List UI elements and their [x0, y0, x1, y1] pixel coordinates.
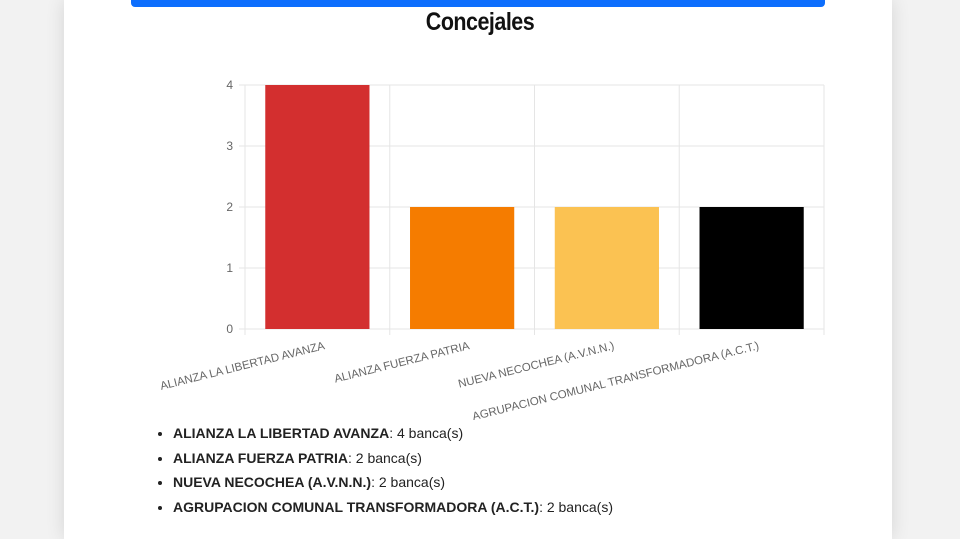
chart-title: Concejales: [425, 8, 535, 36]
bar: [410, 207, 515, 329]
bar-chart: 0 1 2 3 4 ALIANZA LA LIBERTAD AVANZA ALIANZA F…: [159, 78, 825, 420]
list-item: AGRUPACION COMUNAL TRANSFORMADORA (A.C.T…: [173, 495, 613, 520]
bar: [554, 207, 659, 329]
y-tick-label: 2: [226, 200, 233, 214]
y-tick-label: 3: [226, 139, 233, 153]
party-name: AGRUPACION COMUNAL TRANSFORMADORA (A.C.T…: [173, 498, 540, 515]
header-accent-bar: [131, 0, 825, 7]
bar: [699, 207, 804, 329]
y-tick-label: 4: [226, 78, 233, 92]
seat-count: : 2 banca(s): [347, 449, 422, 466]
y-tick-label: 1: [226, 261, 233, 275]
seat-count: : 2 banca(s): [539, 498, 613, 515]
x-tick-label: ALIANZA FUERZA PATRIA: [333, 340, 471, 385]
list-item: ALIANZA LA LIBERTAD AVANZA: 4 banca(s): [173, 421, 613, 446]
party-name: ALIANZA FUERZA PATRIA: [173, 449, 348, 466]
seat-count: : 4 banca(s): [389, 425, 464, 441]
list-item: NUEVA NECOCHEA (A.V.N.N.): 2 banca(s): [173, 470, 613, 495]
x-tick-label: ALIANZA LA LIBERTAD AVANZA: [159, 340, 326, 393]
party-name: NUEVA NECOCHEA (A.V.N.N.): [173, 474, 372, 490]
party-name: ALIANZA LA LIBERTAD AVANZA: [173, 425, 390, 441]
results-list: ALIANZA LA LIBERTAD AVANZA: 4 banca(s) A…: [155, 421, 613, 519]
x-tick-label: AGRUPACION COMUNAL TRANSFORMADORA (A.C.T…: [471, 340, 760, 420]
bar: [265, 85, 370, 329]
list-item: ALIANZA FUERZA PATRIA: 2 banca(s): [173, 446, 613, 471]
y-tick-label: 0: [226, 322, 233, 336]
seat-count: : 2 banca(s): [371, 474, 446, 490]
